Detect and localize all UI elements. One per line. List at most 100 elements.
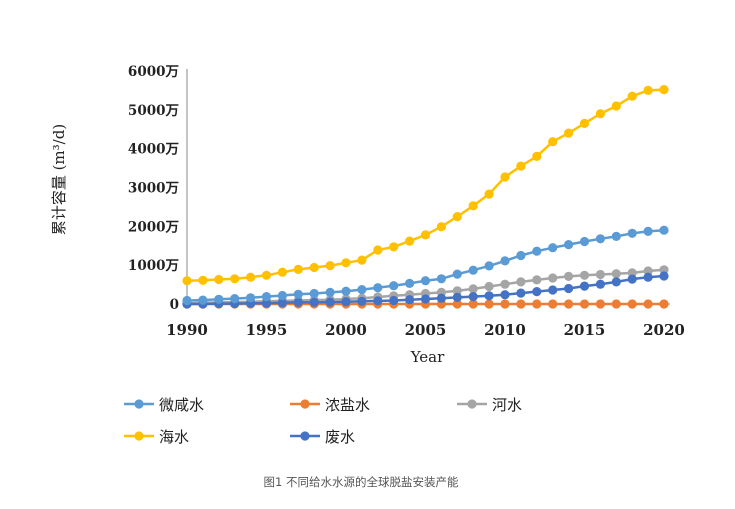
legend-swatch-marker: [134, 399, 144, 409]
figure-caption: 图1 不同给水水源的全球脱盐安装产能: [264, 475, 459, 489]
x-tick-label: 2015: [564, 321, 606, 339]
data-point: [659, 299, 669, 309]
data-point: [452, 212, 462, 222]
y-axis-title: 累计容量 (m³/d): [50, 124, 68, 235]
data-point: [595, 269, 606, 280]
legend-item: 海水: [124, 428, 189, 446]
data-point: [595, 299, 606, 309]
data-point: [500, 290, 510, 300]
data-point: [357, 296, 367, 306]
data-point: [548, 273, 558, 283]
data-point: [659, 85, 669, 95]
data-point: [452, 292, 462, 302]
data-point: [468, 201, 478, 211]
data-point: [627, 274, 637, 284]
data-point: [564, 128, 574, 138]
data-point: [182, 295, 192, 306]
data-point: [627, 299, 637, 309]
data-point: [309, 262, 319, 273]
data-point: [627, 228, 637, 238]
data-point: [643, 85, 653, 95]
data-point: [484, 291, 494, 301]
data-point: [230, 274, 240, 284]
data-point: [341, 297, 351, 307]
data-point: [500, 279, 510, 289]
data-point: [214, 294, 224, 304]
x-axis-title: Year: [410, 348, 445, 366]
data-point: [516, 250, 526, 261]
data-point: [293, 264, 303, 274]
data-point: [373, 245, 383, 255]
data-point: [532, 275, 542, 285]
data-point: [532, 151, 542, 161]
data-point: [246, 272, 256, 282]
legend-label: 微咸水: [159, 396, 204, 414]
data-point: [595, 109, 606, 119]
data-point: [357, 255, 367, 265]
data-point: [579, 270, 590, 280]
series-海水: [182, 85, 669, 286]
data-point: [452, 286, 462, 296]
data-point: [357, 285, 367, 295]
data-point: [595, 279, 606, 289]
data-point: [564, 240, 574, 250]
data-point: [611, 269, 621, 279]
data-point: [611, 101, 621, 111]
y-tick-label: 2000万: [128, 219, 179, 235]
data-point: [389, 281, 399, 291]
data-point: [436, 222, 446, 232]
data-point: [627, 91, 637, 101]
data-point: [579, 118, 590, 128]
y-tick-label: 6000万: [128, 64, 179, 80]
data-point: [516, 299, 526, 309]
data-point: [436, 274, 446, 284]
data-point: [564, 299, 574, 309]
data-point: [643, 272, 653, 282]
data-point: [389, 295, 399, 306]
data-point: [516, 277, 526, 287]
data-point: [468, 265, 478, 275]
data-point: [532, 299, 542, 309]
data-point: [564, 271, 574, 281]
data-point: [532, 246, 542, 256]
data-point: [261, 298, 272, 308]
x-tick-label: 1990: [166, 321, 208, 339]
data-point: [420, 276, 431, 286]
x-tick-label: 2005: [405, 321, 447, 339]
legend-swatch-marker: [300, 431, 310, 441]
series-layer: [182, 85, 669, 309]
axes: 0 1000万 2000万 3000万 4000万 5000万 6000万 1990 1995 2…: [50, 64, 685, 366]
y-tick-label: 4000万: [128, 142, 179, 158]
x-tick-label: 2000: [325, 321, 367, 339]
data-point: [182, 276, 192, 286]
data-point: [420, 230, 431, 240]
data-point: [230, 294, 240, 304]
y-tick-label: 1000万: [128, 258, 179, 274]
data-point: [420, 294, 431, 304]
data-point: [452, 299, 462, 309]
data-point: [579, 236, 590, 247]
data-point: [325, 261, 335, 271]
data-point: [659, 225, 669, 235]
data-point: [436, 293, 446, 303]
data-point: [564, 283, 574, 294]
legend-label: 浓盐水: [325, 396, 370, 414]
y-tick-label: 3000万: [128, 181, 179, 197]
data-point: [659, 271, 669, 281]
legend-swatch-marker: [467, 399, 477, 409]
data-point: [325, 297, 335, 307]
data-point: [214, 274, 224, 285]
series-微咸水: [182, 225, 669, 306]
data-point: [532, 287, 542, 297]
legend-label: 河水: [492, 396, 522, 414]
data-point: [261, 292, 272, 302]
data-point: [643, 299, 653, 309]
data-point: [579, 281, 590, 291]
data-point: [611, 299, 621, 309]
y-tick-label: 0: [170, 297, 179, 313]
data-point: [500, 299, 510, 309]
data-point: [389, 242, 399, 252]
data-point: [293, 289, 303, 299]
data-point: [500, 172, 510, 182]
data-point: [595, 234, 606, 244]
